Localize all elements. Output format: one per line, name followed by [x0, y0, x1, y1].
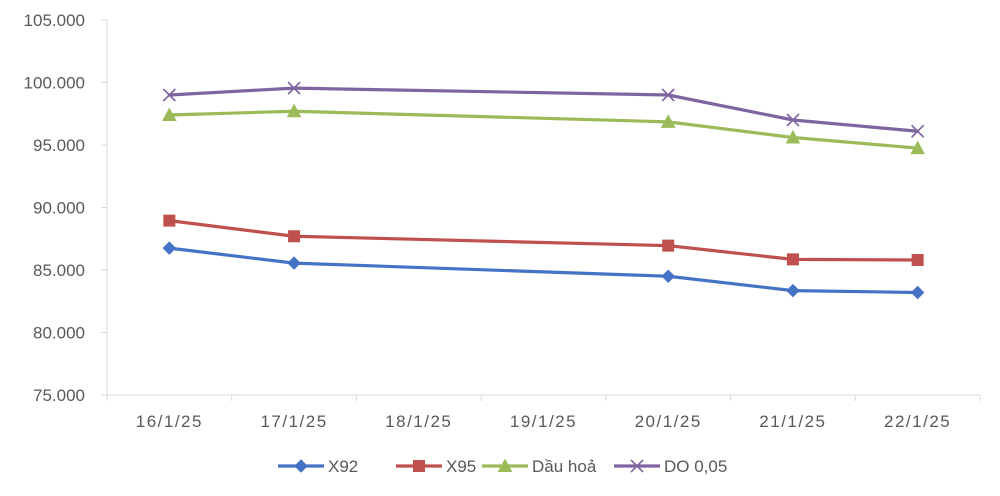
data-point — [162, 107, 177, 121]
series-x95 — [163, 214, 924, 266]
legend-marker — [497, 458, 513, 472]
data-point — [661, 88, 675, 102]
data-point — [162, 88, 176, 102]
y-tick-label: 95.000 — [33, 136, 85, 155]
series-do-0-05 — [162, 81, 925, 138]
x-tick-label: 19/1/25 — [510, 412, 577, 431]
legend: X92 X95 Dầu hoả DO 0,05 — [278, 457, 727, 476]
data-point — [786, 283, 800, 298]
data-point — [910, 140, 925, 155]
x-tick-label: 18/1/25 — [385, 412, 452, 431]
data-point — [162, 241, 177, 255]
x-tick-label: 16/1/25 — [136, 412, 203, 431]
y-tick-label: 75.000 — [33, 386, 85, 405]
data-point — [662, 239, 675, 252]
data-point — [910, 285, 925, 300]
legend-label: DO 0,05 — [664, 457, 727, 476]
legend-marker — [413, 460, 425, 472]
series-d-u-ho- — [162, 103, 925, 155]
data-point — [911, 254, 924, 266]
y-tick-label: 80.000 — [33, 324, 85, 343]
y-tick-label: 85.000 — [33, 261, 85, 280]
legend-marker — [630, 459, 644, 473]
series-layer — [162, 81, 925, 300]
x-tick-label: 20/1/25 — [635, 412, 702, 431]
series-x92 — [162, 241, 925, 300]
data-point — [660, 114, 676, 128]
y-tick-label: 100.000 — [24, 74, 85, 93]
legend-entry: Dầu hoả — [482, 457, 597, 476]
data-point — [287, 256, 301, 270]
data-point — [785, 129, 801, 144]
data-point — [786, 253, 799, 266]
data-point — [163, 214, 176, 227]
legend-label: X95 — [446, 457, 476, 476]
legend-entry: DO 0,05 — [614, 457, 727, 476]
series-line — [167, 246, 920, 295]
data-point — [288, 230, 301, 243]
data-point — [287, 81, 301, 95]
legend-label: X92 — [328, 457, 358, 476]
data-point — [286, 103, 302, 118]
legend-entry: X92 — [278, 457, 358, 476]
data-point — [786, 113, 800, 127]
x-tick-label: 22/1/25 — [884, 412, 951, 431]
x-tick-label: 17/1/25 — [260, 412, 327, 431]
x-tick-label: 21/1/25 — [759, 412, 826, 431]
y-tick-label: 90.000 — [33, 199, 85, 218]
series-line — [167, 86, 920, 133]
y-tick-label: 105.000 — [24, 11, 85, 30]
axes: 75.000 80.000 85.000 90.000 95.000 100.000 105… — [24, 11, 981, 431]
data-point — [911, 124, 925, 138]
legend-marker — [294, 459, 308, 473]
series-line — [167, 109, 920, 150]
legend-entry: X95 — [396, 457, 476, 476]
series-line — [167, 219, 920, 262]
legend-label: Dầu hoả — [532, 457, 597, 476]
data-point — [661, 269, 675, 283]
